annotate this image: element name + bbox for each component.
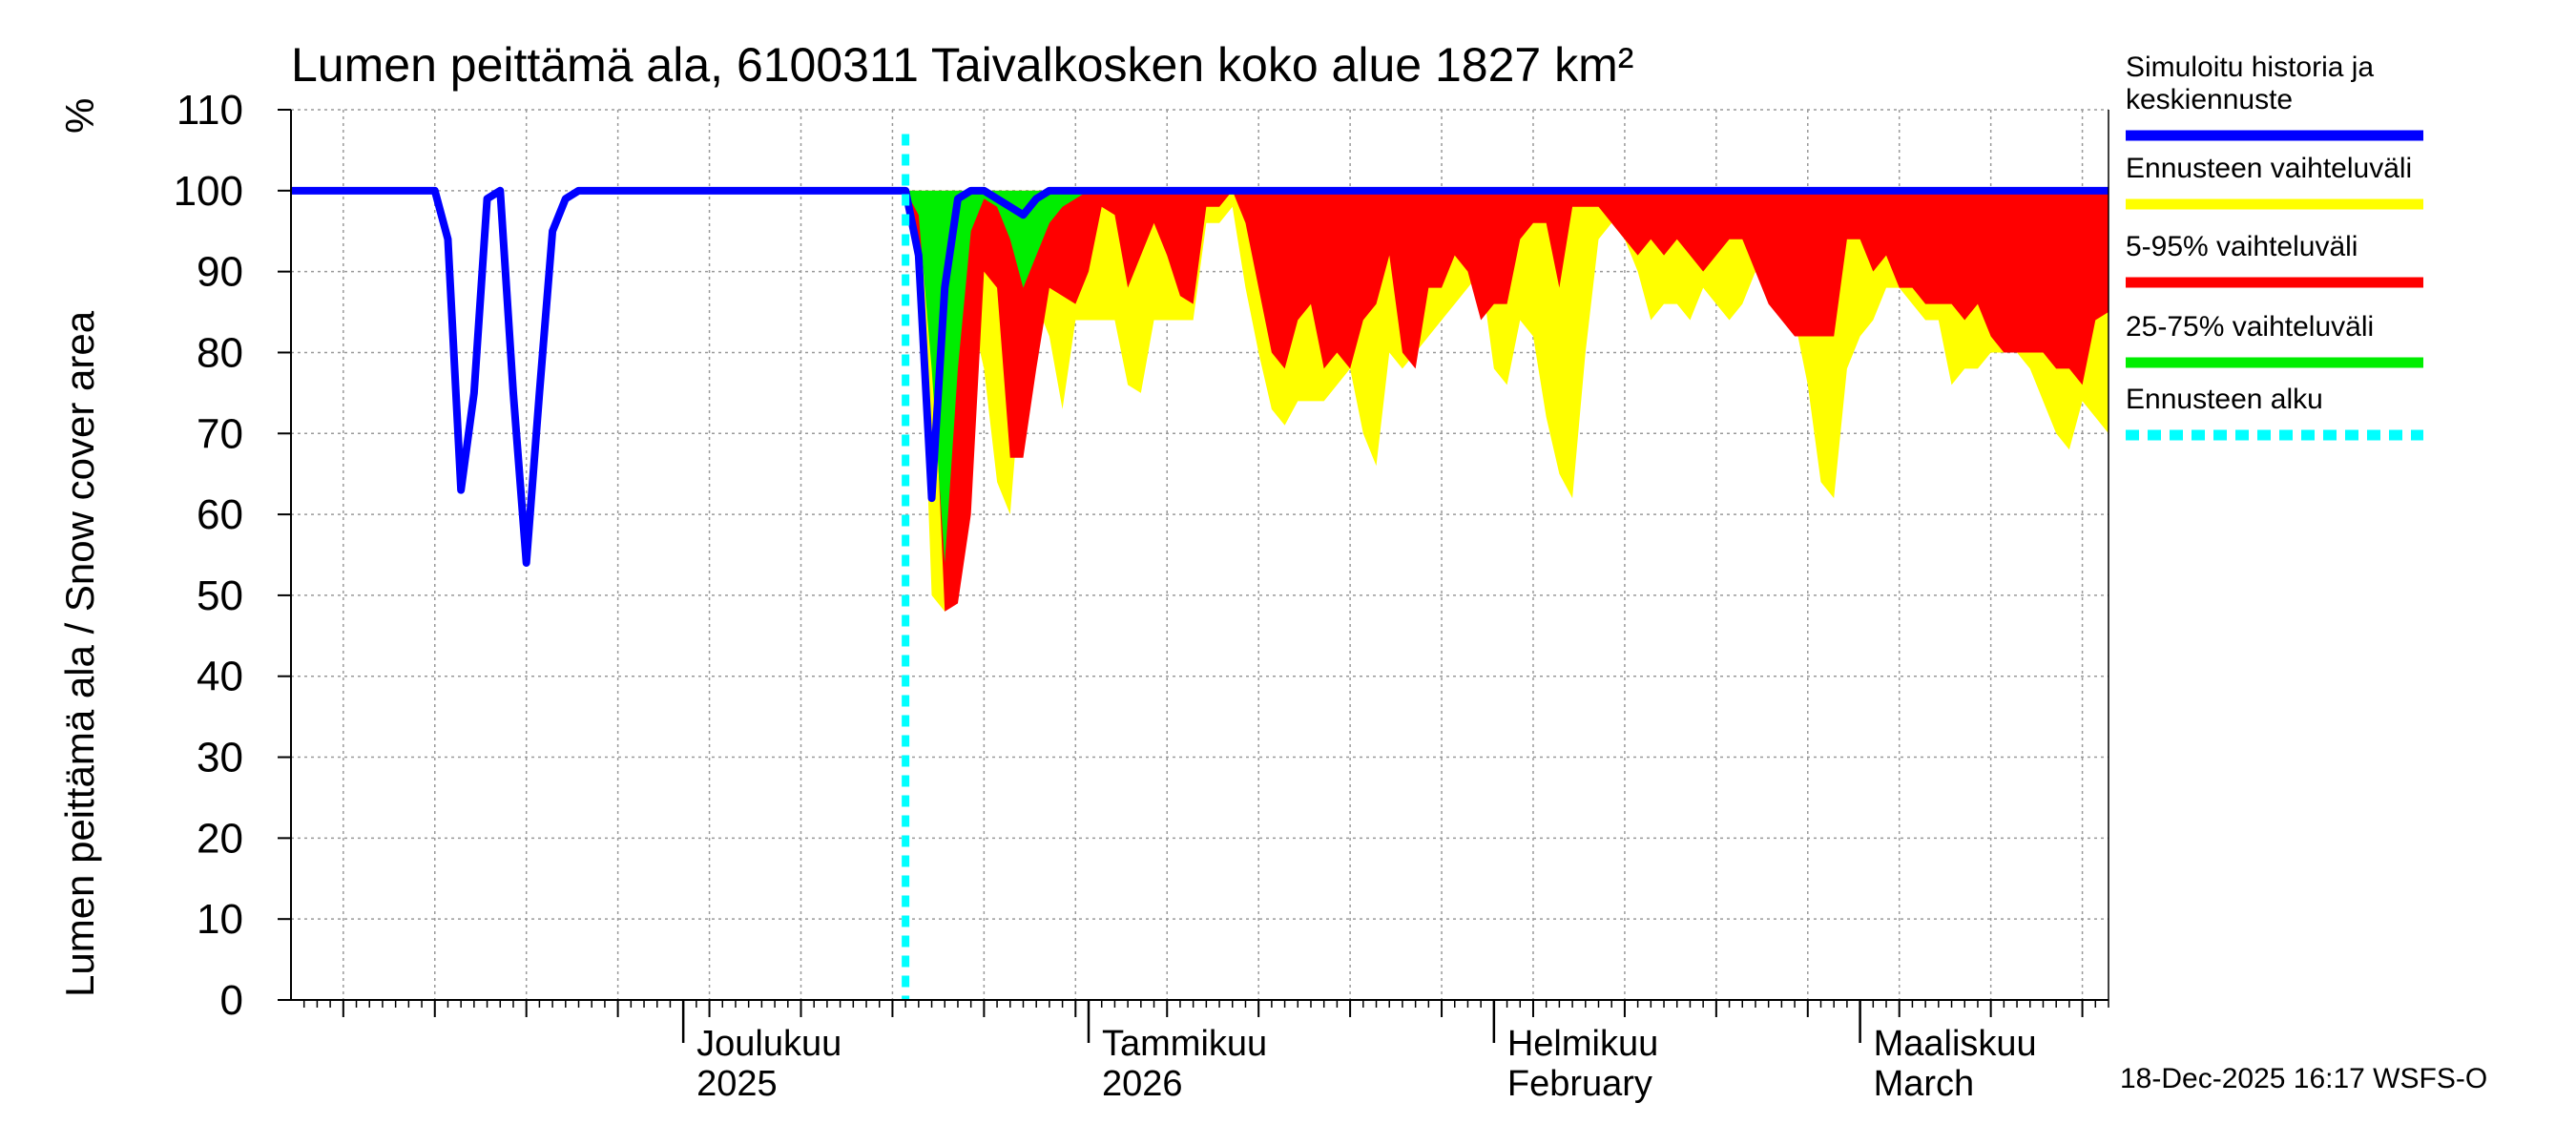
month-label: Tammikuu: [1102, 1024, 1267, 1064]
y-tick-label: 100: [174, 168, 243, 215]
month-label: Maaliskuu: [1874, 1024, 2037, 1064]
legend-label: 25-75% vaihteluväli: [2126, 311, 2374, 343]
month-sublabel: February: [1507, 1064, 1652, 1104]
mean-forecast-line: [291, 186, 2109, 567]
y-axis-label: Lumen peittämä ala / Snow cover area: [57, 310, 102, 997]
timestamp-footer: 18-Dec-2025 16:17 WSFS-O: [2120, 1063, 2487, 1094]
chart-title: Lumen peittämä ala, 6100311 Taivalkosken…: [291, 38, 1633, 92]
month-label: Joulukuu: [696, 1024, 841, 1064]
mean-line-layer: [291, 134, 2109, 1000]
y-tick-label: 0: [220, 977, 243, 1024]
y-tick-label: 40: [197, 654, 243, 700]
month-sublabel: 2026: [1102, 1064, 1183, 1104]
y-tick-label: 60: [197, 491, 243, 538]
month-label: Helmikuu: [1507, 1024, 1658, 1064]
y-tick-label: 90: [197, 249, 243, 296]
legend-label: 5-95% vaihteluväli: [2126, 231, 2358, 262]
legend-label: keskiennuste: [2126, 84, 2293, 115]
y-tick-label: 20: [197, 815, 243, 862]
y-axis-unit: %: [57, 98, 102, 134]
y-tick-label: 10: [197, 896, 243, 943]
y-tick-label: 70: [197, 410, 243, 457]
band-5-95-vaihteluv-li: [905, 190, 2109, 612]
legend-label: Ennusteen alku: [2126, 384, 2323, 415]
y-tick-label: 30: [197, 735, 243, 781]
forecast-bands: [905, 190, 2109, 612]
band-25-75-vaihteluv-li: [905, 190, 1102, 563]
y-tick-label: 80: [197, 329, 243, 376]
legend-label: Ennusteen vaihteluväli: [2126, 153, 2412, 184]
y-tick-label: 50: [197, 572, 243, 619]
month-sublabel: March: [1874, 1064, 1975, 1104]
month-sublabel: 2025: [696, 1064, 778, 1104]
legend-label: Simuloitu historia ja: [2126, 52, 2374, 83]
y-tick-label: 110: [177, 87, 243, 134]
